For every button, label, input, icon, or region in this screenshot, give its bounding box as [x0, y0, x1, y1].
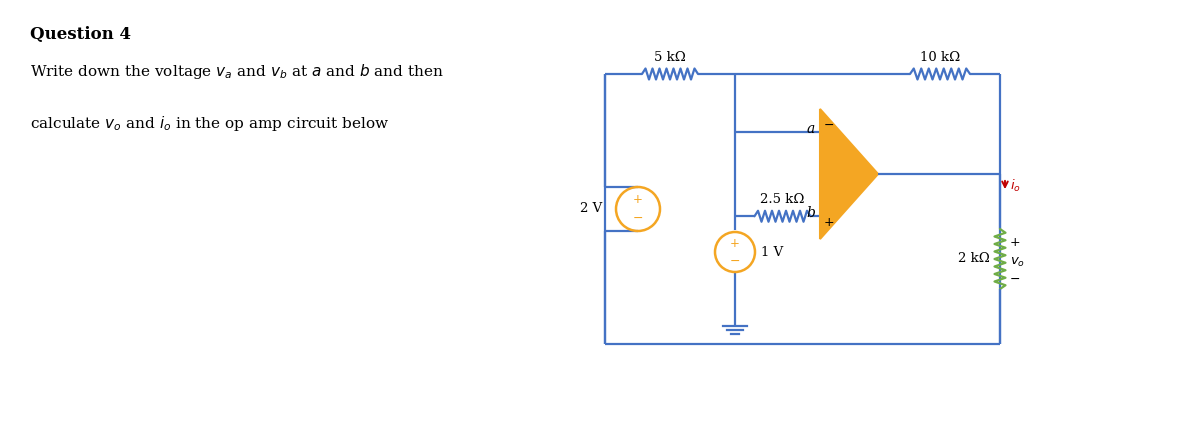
Text: 2 V: 2 V [580, 202, 602, 215]
Text: 10 kΩ: 10 kΩ [920, 51, 960, 64]
Text: Write down the voltage $v_a$ and $v_b$ at $a$ and $b$ and then: Write down the voltage $v_a$ and $v_b$ a… [30, 62, 444, 81]
Text: −: − [730, 254, 740, 267]
Text: b: b [806, 206, 815, 220]
Text: calculate $v_o$ and $i_o$ in the op amp circuit below: calculate $v_o$ and $i_o$ in the op amp … [30, 114, 390, 133]
Text: −: − [633, 212, 643, 226]
Text: +: + [730, 237, 740, 250]
Text: $i_o$: $i_o$ [1010, 178, 1020, 194]
Text: 2.5 kΩ: 2.5 kΩ [760, 193, 805, 206]
Text: Question 4: Question 4 [30, 26, 131, 43]
Text: +: + [824, 217, 835, 230]
Polygon shape [820, 109, 878, 239]
Text: −: − [1010, 273, 1020, 285]
Text: +: + [633, 193, 643, 206]
Text: +: + [1010, 237, 1020, 250]
Text: 2 kΩ: 2 kΩ [958, 253, 990, 266]
Text: −: − [824, 119, 835, 131]
Text: a: a [807, 122, 815, 136]
Text: 1 V: 1 V [761, 246, 783, 258]
Text: 5 kΩ: 5 kΩ [655, 51, 686, 64]
Text: $v_o$: $v_o$ [1010, 255, 1025, 269]
